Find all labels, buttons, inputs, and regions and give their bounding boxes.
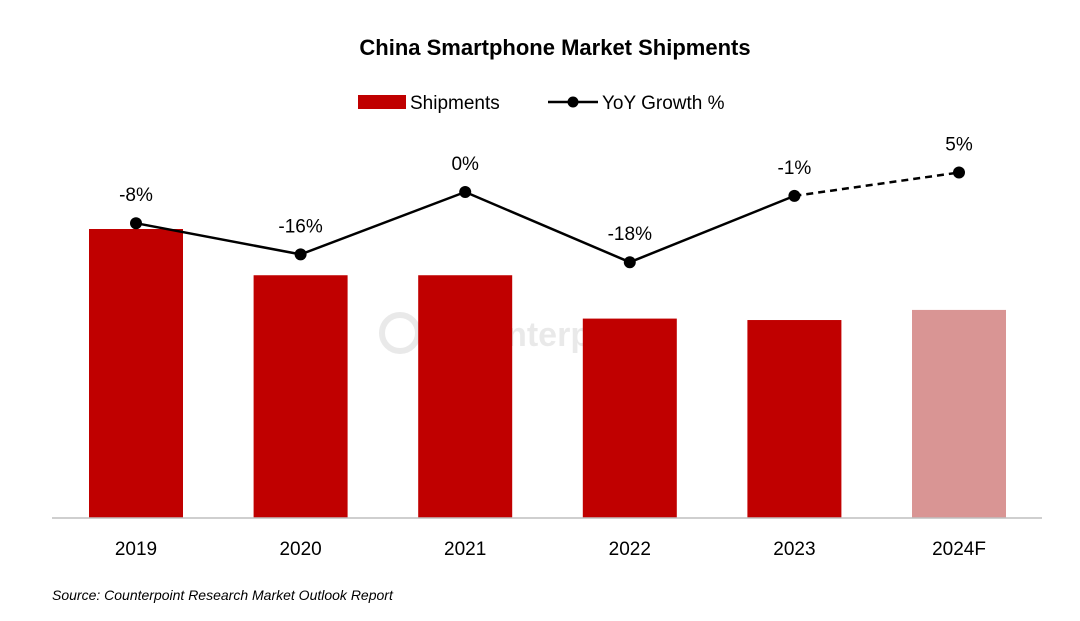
- growth-point-2021: [459, 186, 472, 198]
- growth-data-label: -16%: [278, 216, 322, 237]
- source-note: Source: Counterpoint Research Market Out…: [52, 587, 393, 603]
- x-tick-label: 2021: [444, 539, 486, 560]
- growth-line-segment: [794, 171, 960, 198]
- growth-point-2019: [130, 217, 142, 230]
- legend-label-growth: YoY Growth %: [602, 93, 725, 114]
- x-tick-label: 2024F: [932, 539, 986, 560]
- growth-line-segment: [300, 190, 466, 256]
- growth-data-label: -1%: [778, 158, 812, 179]
- x-tick-label: 2019: [115, 539, 157, 560]
- growth-point-2020: [294, 248, 307, 261]
- watermark-logo-icon: [379, 312, 421, 354]
- growth-data-label: 0%: [451, 154, 479, 175]
- legend: Shipments YoY Growth %: [358, 93, 725, 114]
- growth-point-2023: [788, 189, 801, 202]
- bar-2020: [253, 275, 348, 518]
- bar-2022: [582, 318, 677, 518]
- legend-swatch-shipments: [358, 95, 406, 109]
- chart-title: China Smartphone Market Shipments: [359, 35, 750, 60]
- growth-data-label: -8%: [119, 185, 153, 206]
- bar-2021: [418, 275, 513, 518]
- bar-2024F: [912, 309, 1006, 518]
- growth-data-label: 5%: [945, 135, 973, 156]
- growth-line-segment: [135, 221, 301, 256]
- growth-line-segment: [629, 194, 795, 264]
- growth-data-label: -18%: [608, 224, 652, 245]
- bar-2023: [747, 320, 842, 518]
- x-tick-label: 2023: [773, 539, 815, 560]
- x-tick-label: 2022: [609, 539, 651, 560]
- growth-point-2024F: [953, 166, 965, 179]
- bar-2019: [89, 229, 183, 518]
- growth-point-2022: [623, 256, 636, 269]
- x-tick-label: 2020: [279, 539, 321, 560]
- growth-line-segment: [464, 190, 631, 264]
- legend-marker-growth: [567, 96, 579, 108]
- legend-label-shipments: Shipments: [410, 93, 500, 114]
